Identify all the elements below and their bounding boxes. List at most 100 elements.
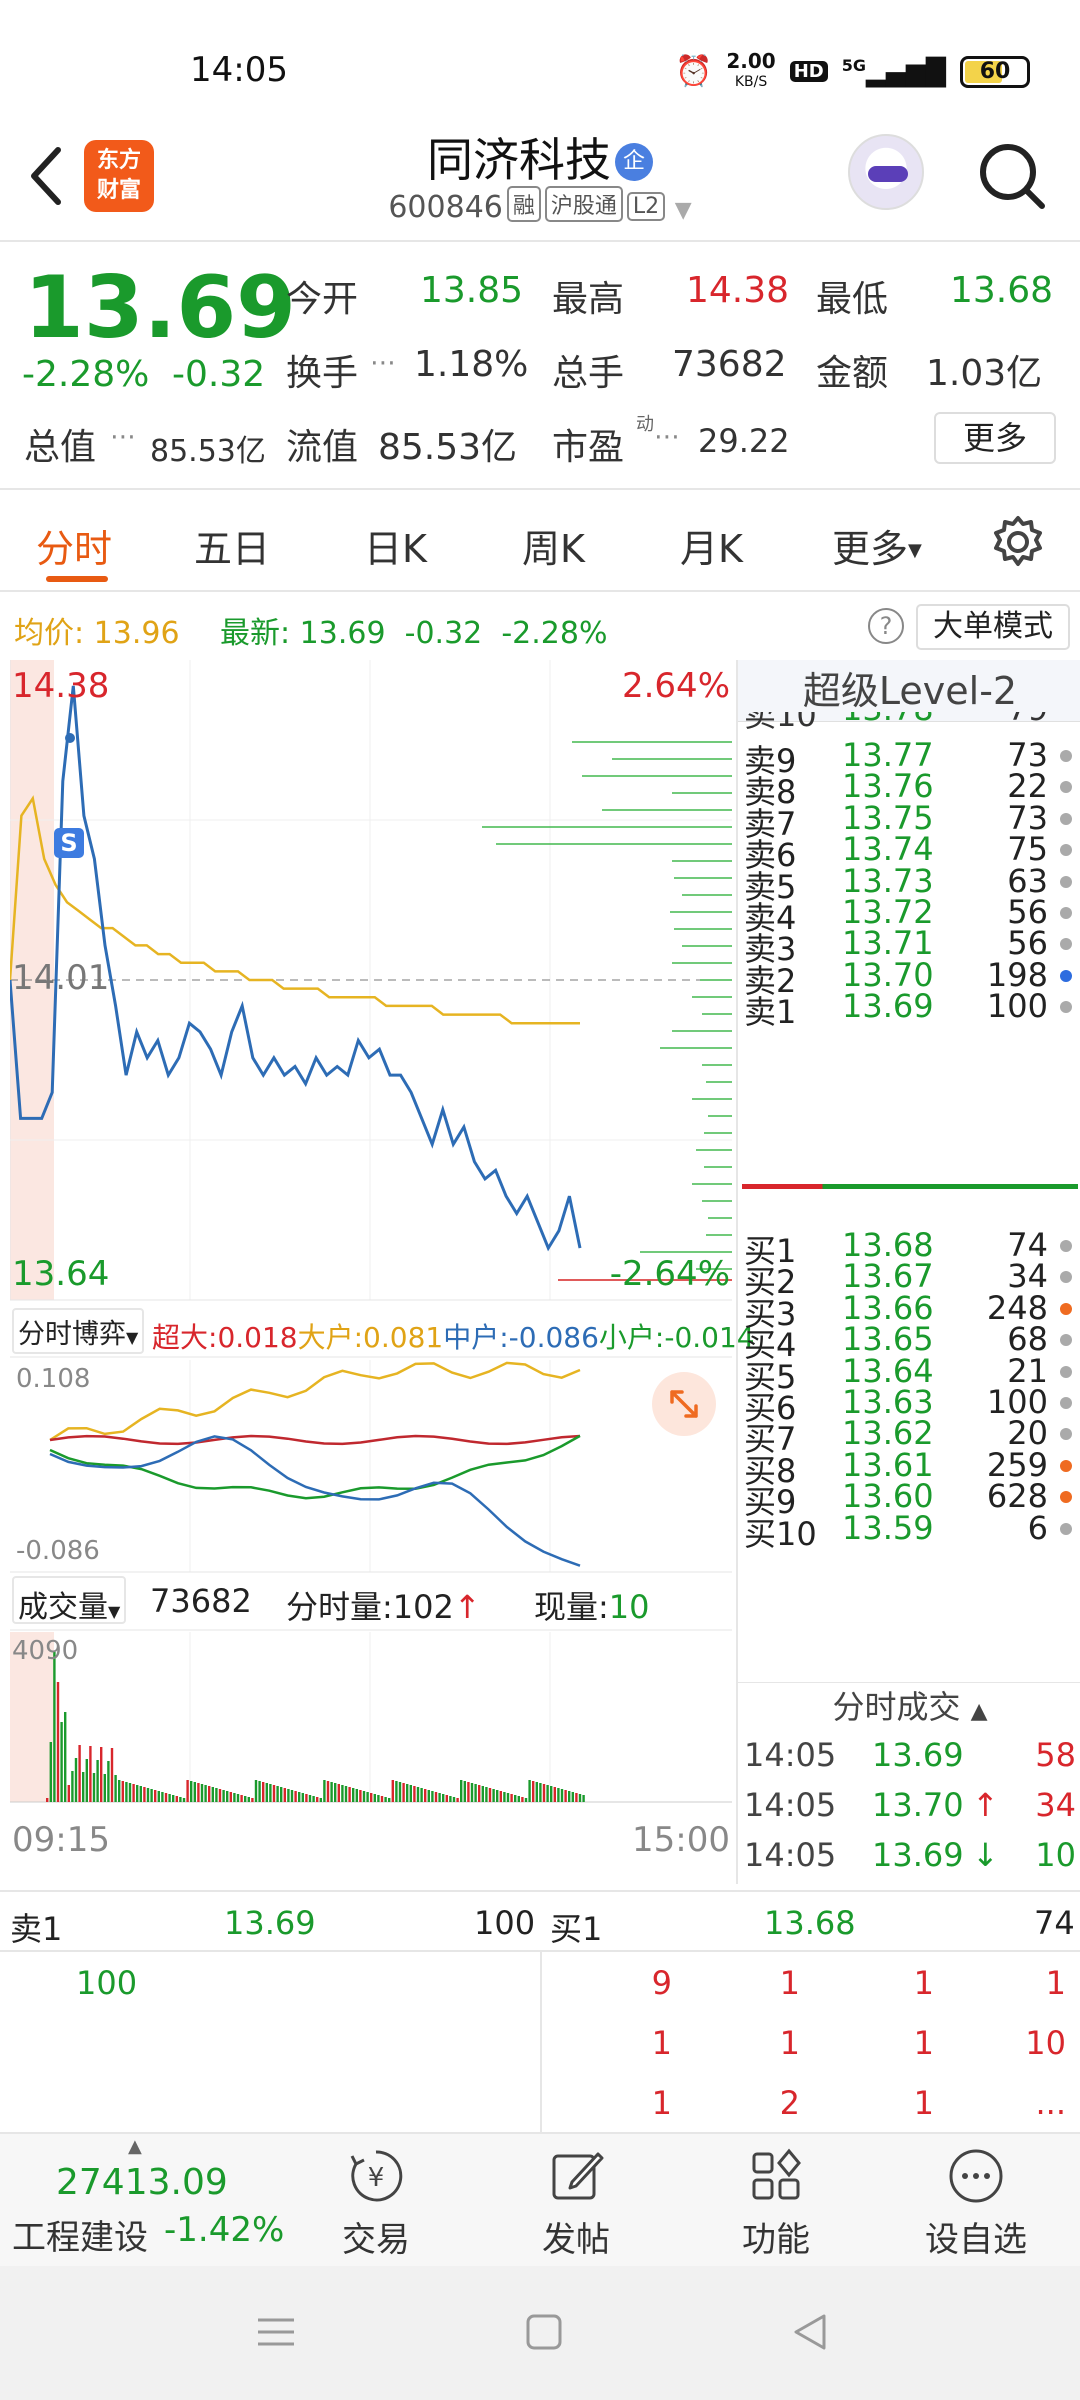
ask-row[interactable]: 卖3 13.71 56 [738,924,1080,972]
volume-bar [200,1784,204,1802]
menu-nav-icon[interactable] [254,2312,298,2352]
settings-gear-icon[interactable] [990,514,1046,570]
level2-tag: L2 [626,192,666,221]
back-icon[interactable] [22,144,72,208]
intraday-chart-area[interactable]: 14.38 2.64% 14.01 13.64 -2.64% S 分时博弈▼ 超… [8,660,755,1884]
bid-row[interactable]: 买3 13.66 248 [738,1289,1080,1337]
tab-five-day[interactable]: 五日 [194,527,271,571]
pe-value: 29.22 [698,422,790,460]
app-logo[interactable]: 东方 财富 [84,140,154,212]
mktcap-value: 85.53亿 [150,434,266,469]
pct-bottom-label: -2.64% [609,1254,730,1294]
level2-title[interactable]: 超级Level-2 [738,660,1080,722]
help-icon[interactable]: ? [868,608,904,644]
tick-trades-header[interactable]: 分时成交 ▲ [738,1682,1080,1730]
search-icon[interactable] [976,140,1048,212]
trade-qty: 58 [1035,1736,1076,1774]
functions-button[interactable]: 功能 [676,2134,876,2268]
volume-bar [46,1798,49,1802]
dropdown-triangle-icon[interactable]: ▼ [674,198,692,223]
turnover-value: 1.18% [414,344,529,385]
add-watchlist-button[interactable]: 设自选 [876,2134,1076,2268]
post-button[interactable]: 发帖 [476,2134,676,2268]
volume-bar [442,1794,445,1802]
volume-bar [218,1789,222,1802]
info-circle-icon[interactable]: ⋯ [110,422,136,452]
stock-title[interactable]: 同济科技企 [0,124,1080,190]
info-circle-icon[interactable]: ⋯ [370,348,396,378]
ask-row[interactable]: 卖5 13.73 63 [738,862,1080,910]
volume-bar [305,1794,308,1802]
volume-bar [283,1788,286,1802]
tab-daily-k[interactable]: 日K [364,527,427,571]
trade-row: 14:05 13.70 ↑ 34 [738,1786,1080,1836]
ask-row[interactable]: 卖7 13.75 73 [738,799,1080,847]
bid-row[interactable]: 买10 13.59 6 [738,1509,1080,1557]
ask-qty: 22 [1007,767,1048,806]
bid-row[interactable]: 买7 13.62 20 [738,1414,1080,1462]
ask-price: 13.75 [842,798,934,837]
ask-row[interactable]: 卖8 13.76 22 [738,767,1080,815]
intraday-chart-svg[interactable] [8,660,732,1884]
volume-bar [420,1788,423,1802]
volume-bar [362,1791,366,1802]
volume-bar [409,1785,412,1802]
queue-buy-label: 买1 [550,1910,603,1948]
ask-price: 13.73 [842,861,934,900]
big-order-mode-button[interactable]: 大单模式 [916,604,1070,650]
tab-monthly-k[interactable]: 月K [680,527,743,571]
bid-row[interactable]: 买5 13.64 21 [738,1352,1080,1400]
ask-label: 卖5 [744,867,797,906]
bid-row[interactable]: 买4 13.65 68 [738,1320,1080,1368]
assistant-robot-icon[interactable] [848,134,924,210]
volume-bar [308,1795,312,1802]
volume-bar [132,1784,135,1802]
sector-index-widget[interactable]: ▲ 27413.09 工程建设 -1.42% [12,2136,285,2258]
trade-button[interactable]: ¥ 交易 [276,2134,476,2268]
bid-row[interactable]: 买1 13.68 74 [738,1226,1080,1274]
tab-more[interactable]: 更多▼ [832,527,922,571]
ask-row[interactable]: 卖1 13.69 100 [738,987,1080,1035]
tab-weekly-k[interactable]: 周K [522,527,585,571]
clock: 14:05 [190,50,288,90]
ask-label: 卖1 [744,993,797,1032]
high-point-dot [65,733,75,743]
s-marker-icon[interactable]: S [54,828,84,858]
volume-bar [341,1785,344,1802]
queue-sell-price: 13.69 [224,1904,316,1942]
volume-bar [139,1786,142,1802]
more-quote-button[interactable]: 更多 [934,412,1056,464]
bid-price: 13.64 [842,1351,934,1390]
back-nav-icon[interactable] [790,2310,830,2354]
bid-row[interactable]: 买2 13.67 34 [738,1257,1080,1305]
volume-bar [157,1791,160,1802]
bid-row[interactable]: 买9 13.60 628 [738,1477,1080,1525]
ask-row[interactable]: 卖6 13.74 75 [738,830,1080,878]
volume-bar [290,1790,294,1802]
bid-qty: 259 [986,1445,1048,1484]
ask-price: 13.69 [842,987,934,1026]
ask-row[interactable]: 卖9 13.77 73 [738,736,1080,784]
bid-row[interactable]: 买8 13.61 259 [738,1446,1080,1494]
volume-bar [330,1782,333,1802]
bid-label: 买7 [744,1420,797,1459]
ask-row[interactable]: 卖2 13.70 198 [738,956,1080,1004]
buy-queue-item: 2 [779,2084,800,2122]
volume-dropdown[interactable]: 成交量▼ [12,1576,127,1625]
volume-bar [164,1793,168,1802]
game-panel-dropdown[interactable]: 分时博弈▼ [12,1308,145,1354]
pe-label: 市盈 [552,427,625,468]
info-circle-icon[interactable]: ⋯ [654,422,680,452]
ask-qty: 56 [1007,893,1048,931]
expand-icon[interactable] [652,1372,716,1436]
volume-bar [557,1788,560,1802]
svg-text:¥: ¥ [368,2163,385,2193]
tab-intraday[interactable]: 分时 [36,527,113,571]
home-nav-icon[interactable] [524,2312,564,2352]
order-dot-icon [1060,1491,1072,1504]
bid-qty: 248 [986,1288,1048,1327]
low-value: 13.68 [950,270,1054,311]
bid-row[interactable]: 买6 13.63 100 [738,1383,1080,1431]
ask-row[interactable]: 卖4 13.72 56 [738,893,1080,941]
bid-qty: 100 [986,1383,1048,1421]
